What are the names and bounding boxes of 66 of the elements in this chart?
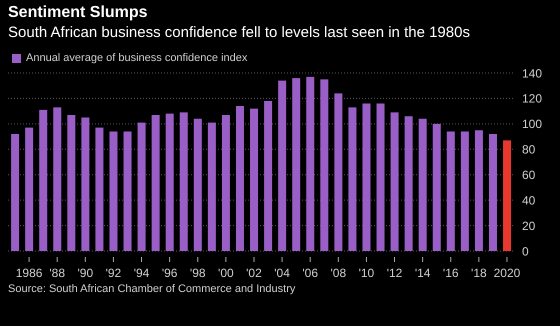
y-tick-label: 0 [522,244,529,258]
bar [362,104,370,251]
bar [109,131,118,251]
x-tick-label: '18 [471,266,488,280]
bar [418,118,427,251]
bar [334,93,342,251]
bar [11,134,20,251]
bar [39,110,48,251]
bar [474,130,483,251]
bar [432,124,441,251]
x-tick-label: '10 [358,266,375,280]
x-tick-label: '92 [106,266,122,280]
bar [250,108,258,251]
bar [53,107,62,251]
bar [236,106,244,251]
legend-label: Annual average of business confidence index [26,52,248,64]
bar [404,116,413,251]
x-tick-label: 1986 [16,266,43,280]
bar [81,118,90,251]
bar [320,79,328,251]
x-tick-label: '08 [330,266,346,280]
bar [180,112,188,251]
y-tick-label: 20 [522,218,536,233]
x-tick-label: '98 [190,266,206,280]
bar [292,78,300,251]
bar [222,114,230,251]
bar [166,114,174,251]
bar [138,122,146,251]
y-tick-label: 80 [522,142,536,157]
y-tick-label: 120 [522,92,542,106]
y-tick-label: 140 [522,66,542,80]
x-tick-label: '00 [218,266,234,280]
bar [67,114,76,251]
x-tick-label: '96 [162,266,178,280]
chart-subtitle: South African business confidence fell to levels last seen in the 1980s [7,23,471,43]
bar [488,134,497,251]
x-tick-label: '94 [134,266,150,280]
bar [460,131,469,251]
x-tick-label: '04 [274,266,290,280]
bar [264,100,272,251]
y-tick-label: 100 [522,117,542,132]
bar [124,131,132,251]
bar [376,104,385,251]
y-tick-label: 60 [522,168,536,182]
bar [25,128,34,251]
x-tick-label: '16 [442,266,459,280]
bar [446,131,455,251]
x-tick-label: 2020 [494,266,521,280]
x-tick-label: '90 [77,266,94,280]
y-tick-label: 40 [522,193,536,208]
bar [194,118,202,251]
bar [95,128,104,251]
x-tick-label: '14 [414,266,431,280]
bar [306,76,314,251]
bar [503,140,512,251]
source-note: Source: South African Chamber of Commerce and Industry [7,282,296,295]
x-tick-label: '88 [49,266,66,280]
x-tick-label: '06 [302,266,318,280]
bar [390,112,399,251]
bar [152,114,160,251]
bar [348,107,356,251]
chart-title: Sentiment Slumps [7,3,149,22]
x-tick-label: '12 [386,266,403,280]
x-tick-label: '02 [246,266,262,280]
bar [208,122,216,251]
bar [278,80,286,251]
